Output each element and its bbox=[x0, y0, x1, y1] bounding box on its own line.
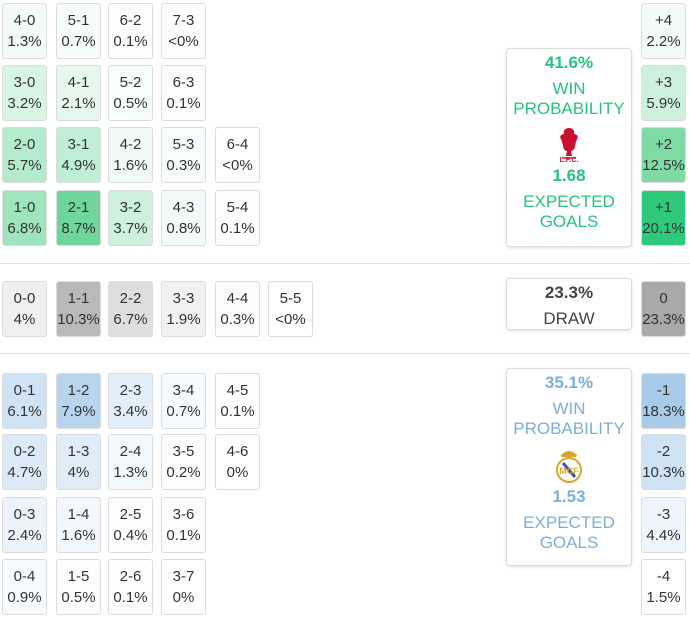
away-win-card: 35.1% WIN PROBABILITY MCF 1.53 EXPECTED … bbox=[506, 368, 632, 566]
score-cell: 3-7 0% bbox=[161, 559, 206, 615]
home-crest-text: L.F.C. bbox=[559, 157, 579, 164]
score-cell: 0-2 4.7% bbox=[2, 434, 47, 490]
liverpool-crest-icon bbox=[560, 128, 578, 159]
score-cell: 2-5 0.4% bbox=[108, 497, 153, 553]
divider bbox=[0, 263, 690, 264]
score-cell: 3-6 0.1% bbox=[161, 497, 206, 553]
score-cell: 4-5 0.1% bbox=[215, 373, 260, 429]
margin-cell: +3 5.9% bbox=[641, 65, 686, 121]
score-cell: 3-2 3.7% bbox=[108, 190, 153, 246]
score-cell: 3-4 0.7% bbox=[161, 373, 206, 429]
draw-label: DRAW bbox=[543, 309, 595, 328]
score-cell: 5-4 0.1% bbox=[215, 190, 260, 246]
draw-margin-cell: 0 23.3% bbox=[641, 281, 686, 337]
home-xg-label: EXPECTED GOALS bbox=[523, 192, 615, 231]
score-cell: 1-4 1.6% bbox=[56, 497, 101, 553]
home-win-label: WIN PROBABILITY bbox=[513, 79, 625, 118]
margin-cell: -3 4.4% bbox=[641, 497, 686, 553]
home-expected-goals: 1.68 bbox=[552, 166, 586, 185]
score-cell: 1-3 4% bbox=[56, 434, 101, 490]
home-win-percentage: 41.6% bbox=[544, 53, 594, 72]
score-cell: 1-5 0.5% bbox=[56, 559, 101, 615]
score-cell: 2-1 8.7% bbox=[56, 190, 101, 246]
score-cell: 4-3 0.8% bbox=[161, 190, 206, 246]
score-cell: 2-2 6.7% bbox=[108, 281, 153, 337]
score-cell: 1-2 7.9% bbox=[56, 373, 101, 429]
divider bbox=[0, 353, 690, 354]
margin-cell: -2 10.3% bbox=[641, 434, 686, 490]
away-win-label: WIN PROBABILITY bbox=[513, 399, 625, 438]
score-cell: 3-1 4.9% bbox=[56, 127, 101, 183]
home-win-card: 41.6% WIN PROBABILITY L.F.C. 1.68 EXPECT… bbox=[506, 48, 632, 247]
margin-cell: +2 12.5% bbox=[641, 127, 686, 183]
away-win-percentage: 35.1% bbox=[544, 373, 594, 392]
score-cell: 3-0 3.2% bbox=[2, 65, 47, 121]
away-expected-goals: 1.53 bbox=[552, 487, 586, 506]
score-cell: 2-3 3.4% bbox=[108, 373, 153, 429]
score-cell: 0-4 0.9% bbox=[2, 559, 47, 615]
score-cell: 3-3 1.9% bbox=[161, 281, 206, 337]
margin-cell: -4 1.5% bbox=[641, 559, 686, 615]
score-cell: 1-1 10.3% bbox=[56, 281, 101, 337]
draw-percentage: 23.3% bbox=[544, 283, 594, 302]
score-cell: 6-4 <0% bbox=[215, 127, 260, 183]
score-cell: 4-1 2.1% bbox=[56, 65, 101, 121]
score-cell: 0-0 4% bbox=[2, 281, 47, 337]
score-cell: 4-0 1.3% bbox=[2, 3, 47, 59]
draw-card: 23.3% DRAW bbox=[506, 278, 632, 330]
score-cell: 4-2 1.6% bbox=[108, 127, 153, 183]
score-cell: 7-3 <0% bbox=[161, 3, 206, 59]
score-cell: 0-1 6.1% bbox=[2, 373, 47, 429]
score-cell: 1-0 6.8% bbox=[2, 190, 47, 246]
score-cell: 5-3 0.3% bbox=[161, 127, 206, 183]
score-cell: 2-4 1.3% bbox=[108, 434, 153, 490]
score-cell: 3-5 0.2% bbox=[161, 434, 206, 490]
score-cell: 4-6 0% bbox=[215, 434, 260, 490]
score-cell: 4-4 0.3% bbox=[215, 281, 260, 337]
svg-text:MCF: MCF bbox=[559, 466, 579, 476]
score-cell: 2-0 5.7% bbox=[2, 127, 47, 183]
score-cell: 5-1 0.7% bbox=[56, 3, 101, 59]
margin-cell: +1 20.1% bbox=[641, 190, 686, 246]
score-cell: 5-5 <0% bbox=[268, 281, 313, 337]
margin-cell: +4 2.2% bbox=[641, 3, 686, 59]
score-cell: 6-2 0.1% bbox=[108, 3, 153, 59]
away-xg-label: EXPECTED GOALS bbox=[523, 513, 615, 552]
score-cell: 5-2 0.5% bbox=[108, 65, 153, 121]
score-cell: 0-3 2.4% bbox=[2, 497, 47, 553]
margin-cell: -1 18.3% bbox=[641, 373, 686, 429]
score-cell: 2-6 0.1% bbox=[108, 559, 153, 615]
real-madrid-crest-icon: MCF bbox=[556, 451, 582, 483]
score-cell: 6-3 0.1% bbox=[161, 65, 206, 121]
